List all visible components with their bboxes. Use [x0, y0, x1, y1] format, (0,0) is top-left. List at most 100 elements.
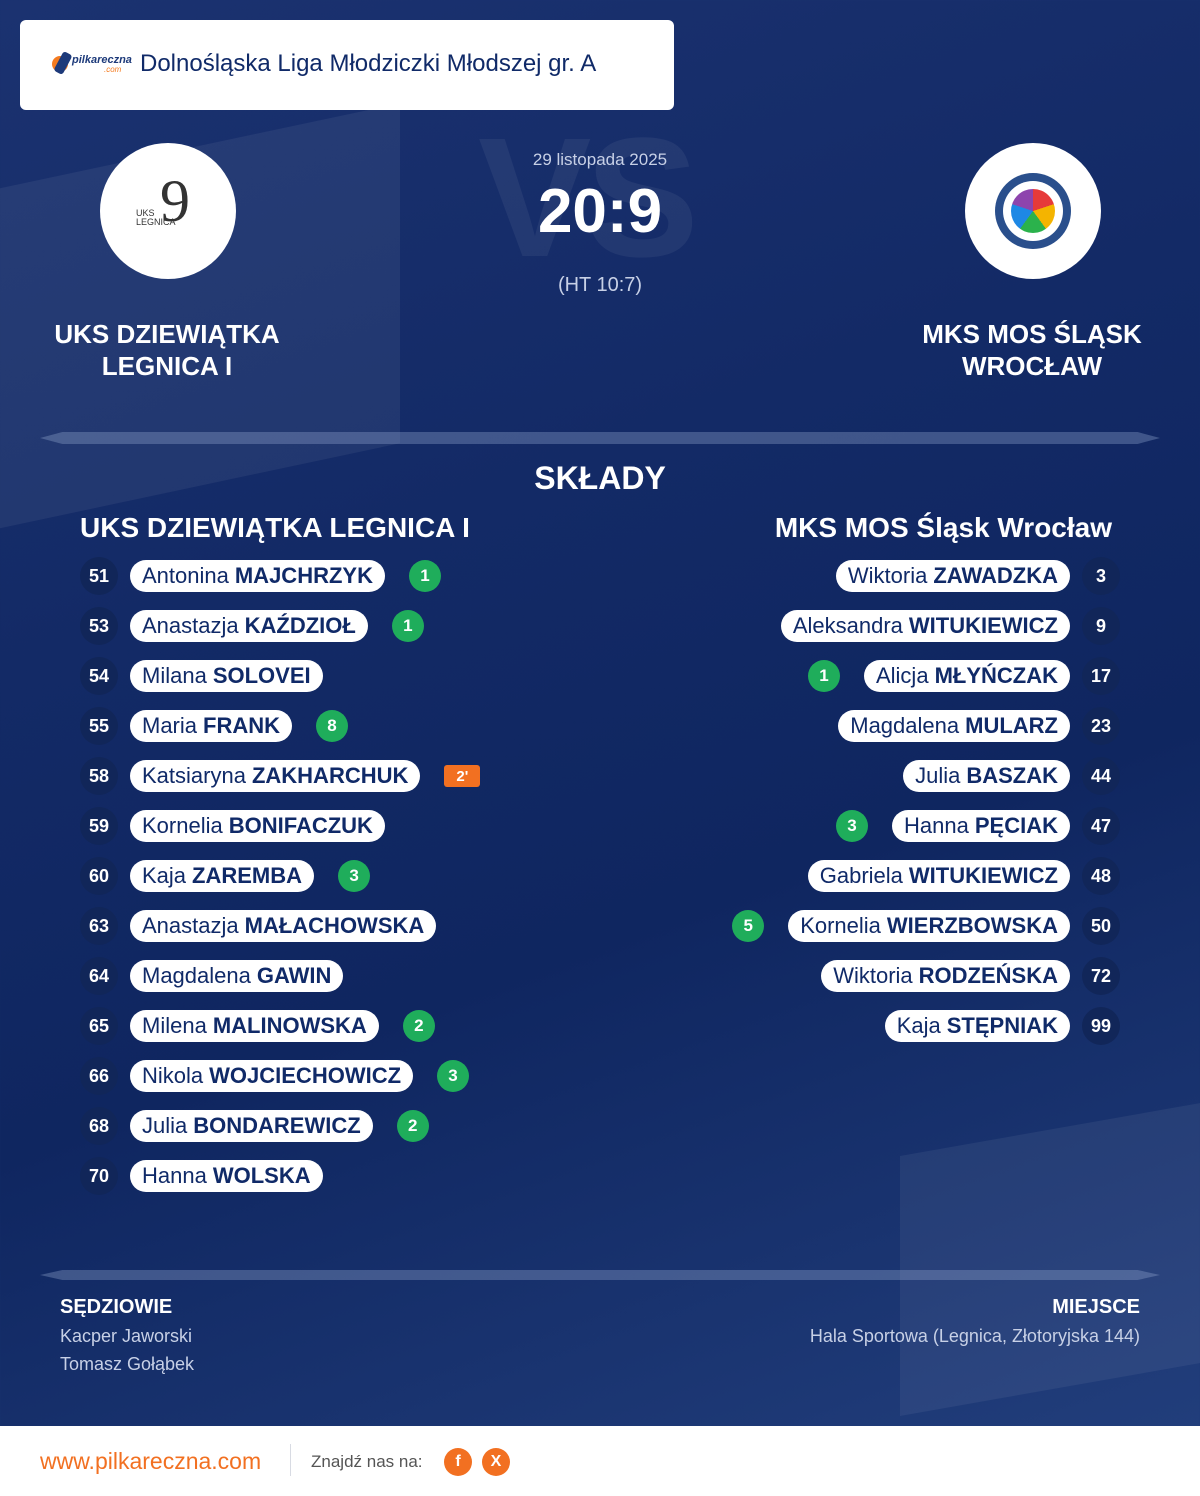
player-name[interactable]: Magdalena GAWIN: [130, 960, 344, 992]
background-decoration: [900, 1096, 1200, 1416]
player-name[interactable]: Kornelia WIERZBOWSKA: [788, 910, 1070, 942]
player-first-name: Julia: [915, 763, 961, 788]
player-last-name: WIERZBOWSKA: [886, 913, 1058, 938]
player-number: 99: [1082, 1007, 1120, 1045]
player-row: 60 Kaja ZAREMBA 3: [80, 857, 382, 895]
player-name[interactable]: Wiktoria RODZEŃSKA: [821, 960, 1070, 992]
x-icon[interactable]: X: [482, 1448, 510, 1476]
player-row: 72 Wiktoria RODZEŃSKA: [809, 957, 1120, 995]
venue-title: MIEJSCE: [1052, 1296, 1140, 1318]
player-name[interactable]: Katsiaryna ZAKHARCHUK: [130, 760, 421, 792]
player-first-name: Alicja: [875, 663, 929, 688]
player-first-name: Kaja: [142, 863, 187, 888]
player-name[interactable]: Kaja STĘPNIAK: [884, 1010, 1070, 1042]
player-last-name: BONIFACZUK: [228, 813, 373, 838]
player-name[interactable]: Antonina MAJCHRZYK: [130, 560, 385, 592]
player-first-name: Katsiaryna: [142, 763, 246, 788]
goals-badge: 1: [807, 660, 840, 692]
player-name[interactable]: Anastazja KAŹDZIOŁ: [130, 610, 368, 642]
player-number: 47: [1082, 807, 1120, 845]
site-logo[interactable]: pilkareczna .com: [48, 50, 142, 82]
player-row: 17 Alicja MŁYŃCZAK 1: [796, 657, 1120, 695]
player-first-name: Magdalena: [142, 963, 251, 988]
footer-separator: [290, 1444, 291, 1476]
goals-badge: 1: [391, 610, 424, 642]
player-name[interactable]: Julia BASZAK: [903, 760, 1070, 792]
goals-badge: 8: [316, 710, 349, 742]
player-name[interactable]: Kornelia BONIFACZUK: [130, 810, 385, 842]
player-name[interactable]: Milana SOLOVEI: [130, 660, 323, 692]
player-number: 50: [1082, 907, 1120, 945]
player-name[interactable]: Gabriela WITUKIEWICZ: [807, 860, 1070, 892]
player-last-name: MAŁACHOWSKA: [244, 913, 425, 938]
goals-badge: 3: [437, 1060, 470, 1092]
player-first-name: Nikola: [142, 1063, 204, 1088]
player-name[interactable]: Aleksandra WITUKIEWICZ: [780, 610, 1070, 642]
player-first-name: Maria: [142, 713, 198, 738]
goals-badge: 5: [732, 910, 765, 942]
player-name[interactable]: Wiktoria ZAWADZKA: [835, 560, 1070, 592]
player-number: 9: [1082, 607, 1120, 645]
player-row: 66 Nikola WOJCIECHOWICZ 3: [80, 1057, 481, 1095]
player-row: 63 Anastazja MAŁACHOWSKA: [80, 907, 448, 945]
player-first-name: Aleksandra: [792, 613, 903, 638]
divider: [40, 432, 1160, 444]
referee-name: Tomasz Gołąbek: [60, 1354, 195, 1374]
player-number: 63: [80, 907, 118, 945]
player-last-name: WITUKIEWICZ: [908, 863, 1058, 888]
crest-emblem: [1011, 189, 1055, 233]
player-last-name: KAŹDZIOŁ: [244, 613, 356, 638]
facebook-icon[interactable]: f: [444, 1448, 472, 1476]
player-name[interactable]: Julia BONDAREWICZ: [130, 1110, 373, 1142]
player-number: 23: [1082, 707, 1120, 745]
player-number: 54: [80, 657, 118, 695]
player-number: 68: [80, 1107, 118, 1145]
player-row: 50 Kornelia WIERZBOWSKA 5: [720, 907, 1120, 945]
home-crest: 9 UKS LEGNICA: [100, 143, 236, 279]
player-name[interactable]: Maria FRANK: [130, 710, 293, 742]
player-last-name: WITUKIEWICZ: [908, 613, 1058, 638]
player-last-name: WOLSKA: [212, 1163, 311, 1188]
player-first-name: Kaja: [896, 1013, 941, 1038]
player-number: 55: [80, 707, 118, 745]
player-row: 44 Julia BASZAK: [891, 757, 1120, 795]
player-name[interactable]: Kaja ZAREMBA: [130, 860, 315, 892]
player-last-name: FRANK: [203, 713, 281, 738]
player-name[interactable]: Nikola WOJCIECHOWICZ: [130, 1060, 414, 1092]
player-number: 48: [1082, 857, 1120, 895]
player-row: 70 Hanna WOLSKA: [80, 1157, 335, 1195]
halftime-score: (HT 10:7): [557, 274, 643, 296]
player-number: 51: [80, 557, 118, 595]
player-name[interactable]: Alicja MŁYŃCZAK: [863, 660, 1070, 692]
goals-badge: 2: [396, 1110, 429, 1142]
player-last-name: WOJCIECHOWICZ: [209, 1063, 402, 1088]
player-name[interactable]: Milena MALINOWSKA: [130, 1010, 379, 1042]
player-name[interactable]: Hanna WOLSKA: [130, 1160, 323, 1192]
player-number: 65: [80, 1007, 118, 1045]
player-row: 9 Aleksandra WITUKIEWICZ: [769, 607, 1120, 645]
player-name[interactable]: Magdalena MULARZ: [838, 710, 1070, 742]
player-first-name: Wiktoria: [847, 563, 928, 588]
home-squad-title: UKS DZIEWIĄTKA LEGNICA I: [80, 512, 470, 543]
footer: www.pilkareczna.com Znajdź nas na: f X: [0, 1426, 1200, 1496]
goals-badge: 1: [408, 560, 441, 592]
player-first-name: Kornelia: [142, 813, 223, 838]
site-link[interactable]: www.pilkareczna.com: [40, 1448, 262, 1474]
player-last-name: MŁYŃCZAK: [934, 663, 1058, 688]
referee-name: Kacper Jaworski: [60, 1326, 193, 1346]
player-last-name: ZAREMBA: [192, 863, 303, 888]
player-name[interactable]: Hanna PĘCIAK: [892, 810, 1070, 842]
player-row: 64 Magdalena GAWIN: [80, 957, 355, 995]
player-row: 59 Kornelia BONIFACZUK: [80, 807, 397, 845]
player-first-name: Julia: [142, 1113, 188, 1138]
vs-watermark: VS: [478, 103, 699, 293]
goals-badge: 2: [402, 1010, 435, 1042]
player-first-name: Wiktoria: [833, 963, 913, 988]
player-row: 99 Kaja STĘPNIAK: [873, 1007, 1120, 1045]
referees-title: SĘDZIOWIE: [60, 1296, 173, 1318]
player-row: 48 Gabriela WITUKIEWICZ: [796, 857, 1120, 895]
player-name[interactable]: Anastazja MAŁACHOWSKA: [130, 910, 437, 942]
player-number: 58: [80, 757, 118, 795]
player-icon: [53, 50, 73, 76]
player-row: 55 Maria FRANK 8: [80, 707, 360, 745]
